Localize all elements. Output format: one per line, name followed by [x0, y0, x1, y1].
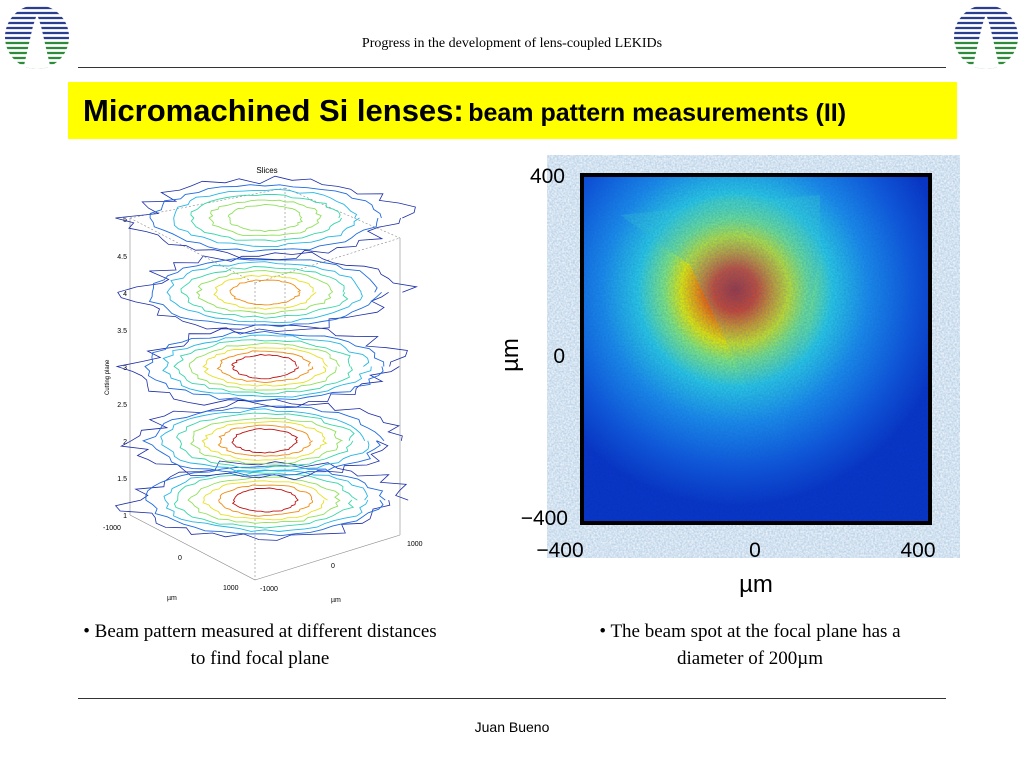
z-tick-label: 2.5 — [117, 402, 127, 409]
contour-slice — [119, 398, 403, 481]
z-tick-label: 3 — [123, 365, 127, 372]
slices-figure: Slices 5 4.5 4 3.5 3 2.5 2 1.5 1 Cutting… — [103, 166, 423, 604]
contour-line — [229, 279, 301, 306]
beam-map-figure: 400 0 −400 −400 0 400 µm µm — [497, 165, 936, 598]
contour-line — [196, 270, 334, 315]
contour-line — [231, 353, 299, 380]
x-tick-label: 400 — [900, 539, 935, 562]
contour-line — [114, 460, 409, 541]
z-tick-label: 1.5 — [117, 476, 127, 483]
contour-line — [166, 261, 363, 324]
slide-title-sub: beam pattern measurements (II) — [468, 99, 847, 127]
contour-line — [190, 194, 342, 242]
footer-rule — [78, 698, 946, 699]
contour-line — [187, 476, 341, 524]
contour-line — [218, 484, 313, 517]
contour-line — [180, 266, 349, 319]
contour-line — [173, 339, 353, 395]
contour-line — [145, 465, 386, 537]
z-tick-label: 4 — [123, 291, 127, 298]
header-rule — [78, 67, 946, 68]
contour-line — [148, 258, 382, 328]
contour-line — [189, 342, 340, 391]
y-tick-label: −400 — [521, 507, 568, 530]
contour-line — [162, 334, 372, 398]
contour-line — [142, 405, 385, 477]
z-tick-label: 4.5 — [117, 254, 127, 261]
contour-line — [216, 350, 314, 384]
contour-slice — [114, 460, 409, 541]
slide-title-box: Micromachined Si lenses: beam pattern me… — [68, 82, 957, 139]
contour-line — [163, 469, 369, 532]
contour-line — [231, 487, 299, 513]
contour-line — [190, 417, 343, 465]
institution-logo-right — [954, 5, 1018, 69]
contour-line — [201, 420, 328, 461]
y-tick-label: -1000 — [260, 586, 278, 593]
contour-line — [227, 203, 303, 233]
x-axis-label: µm — [167, 595, 177, 602]
contour-line — [160, 408, 370, 473]
heatmap-area — [580, 173, 932, 525]
y-axis-label: µm — [331, 597, 341, 604]
slide-title: Micromachined Si lenses: beam pattern me… — [83, 93, 846, 129]
contour-slice — [117, 251, 419, 335]
x-tick-label: 0 — [178, 555, 182, 562]
x-tick-label: 1000 — [223, 585, 239, 592]
y-tick-label: 0 — [331, 563, 335, 570]
contour-line — [208, 199, 322, 236]
x-tick-label: -1000 — [103, 525, 121, 532]
contour-line — [231, 428, 299, 454]
footer-author: Juan Bueno — [474, 719, 550, 735]
slices-title: Slices — [256, 166, 277, 175]
contour-line — [117, 251, 419, 335]
y-tick-label: 0 — [553, 345, 565, 368]
contour-line — [176, 412, 355, 469]
caption-left: • Beam pattern measured at different dis… — [83, 621, 437, 669]
contour-line — [217, 424, 313, 457]
x-axis-label: µm — [739, 571, 773, 598]
contour-line — [213, 274, 317, 310]
contour-slice — [115, 324, 408, 409]
contour-slice — [115, 175, 416, 261]
x-tick-label: −400 — [536, 539, 583, 562]
z-tick-label: 2 — [123, 439, 127, 446]
slide-title-main: Micromachined Si lenses: — [83, 93, 464, 128]
contour-line — [115, 324, 408, 409]
contour-line — [115, 175, 416, 261]
y-axis-label: µm — [497, 338, 524, 372]
contour-line — [144, 330, 385, 402]
caption-right: • The beam spot at the focal plane has a… — [599, 621, 901, 669]
contour-line — [173, 471, 358, 529]
contour-slices — [114, 175, 419, 541]
institution-logo-left — [5, 5, 69, 69]
z-axis-label: Cutting plane — [105, 359, 111, 395]
y-tick-label: 400 — [530, 165, 565, 188]
header-title: Progress in the development of lens-coup… — [361, 36, 663, 51]
x-tick-label: 0 — [749, 539, 761, 562]
y-tick-label: 1000 — [407, 541, 423, 548]
z-tick-label: 1 — [123, 513, 127, 520]
contour-line — [149, 184, 382, 253]
contour-line — [202, 347, 328, 387]
contour-line — [173, 188, 360, 248]
z-tick-label: 3.5 — [117, 328, 127, 335]
contour-line — [202, 480, 328, 521]
contour-line — [119, 398, 403, 481]
